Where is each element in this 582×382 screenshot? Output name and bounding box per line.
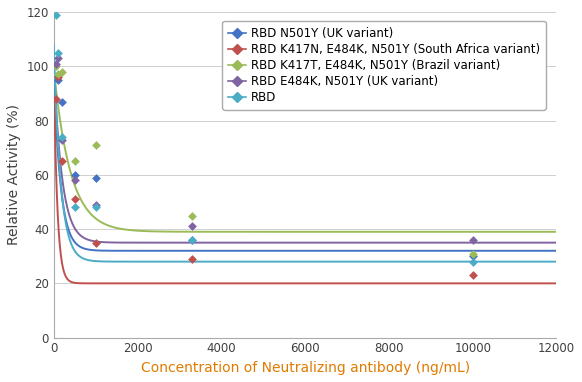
Point [187, 237, 197, 243]
Point [468, 251, 477, 257]
Point [58, 69, 67, 75]
Point [91, 204, 100, 210]
Point [468, 237, 477, 243]
Point [70, 177, 79, 183]
Point [58, 99, 67, 105]
Point [54, 50, 63, 56]
Point [54, 71, 63, 78]
Point [51, 63, 61, 69]
Point [70, 172, 79, 178]
Point [51, 96, 61, 102]
Point [91, 202, 100, 208]
X-axis label: Concentration of Neutralizing antibody (ng/mL): Concentration of Neutralizing antibody (… [140, 361, 470, 375]
Point [187, 212, 197, 219]
Point [58, 158, 67, 164]
Point [54, 77, 63, 83]
Point [70, 196, 79, 202]
Point [51, 60, 61, 66]
Point [54, 55, 63, 61]
Point [91, 175, 100, 181]
Point [91, 240, 100, 246]
Y-axis label: Relative Activity (%): Relative Activity (%) [7, 104, 21, 245]
Point [58, 136, 67, 142]
Point [468, 253, 477, 259]
Point [187, 237, 197, 243]
Point [58, 134, 67, 140]
Point [187, 256, 197, 262]
Point [54, 74, 63, 80]
Point [468, 259, 477, 265]
Point [51, 11, 61, 18]
Point [468, 272, 477, 278]
Legend: RBD N501Y (UK variant), RBD K417N, E484K, N501Y (South Africa variant), RBD K417: RBD N501Y (UK variant), RBD K417N, E484K… [222, 21, 545, 110]
Point [91, 142, 100, 148]
Point [70, 204, 79, 210]
Point [187, 223, 197, 230]
Point [70, 158, 79, 164]
